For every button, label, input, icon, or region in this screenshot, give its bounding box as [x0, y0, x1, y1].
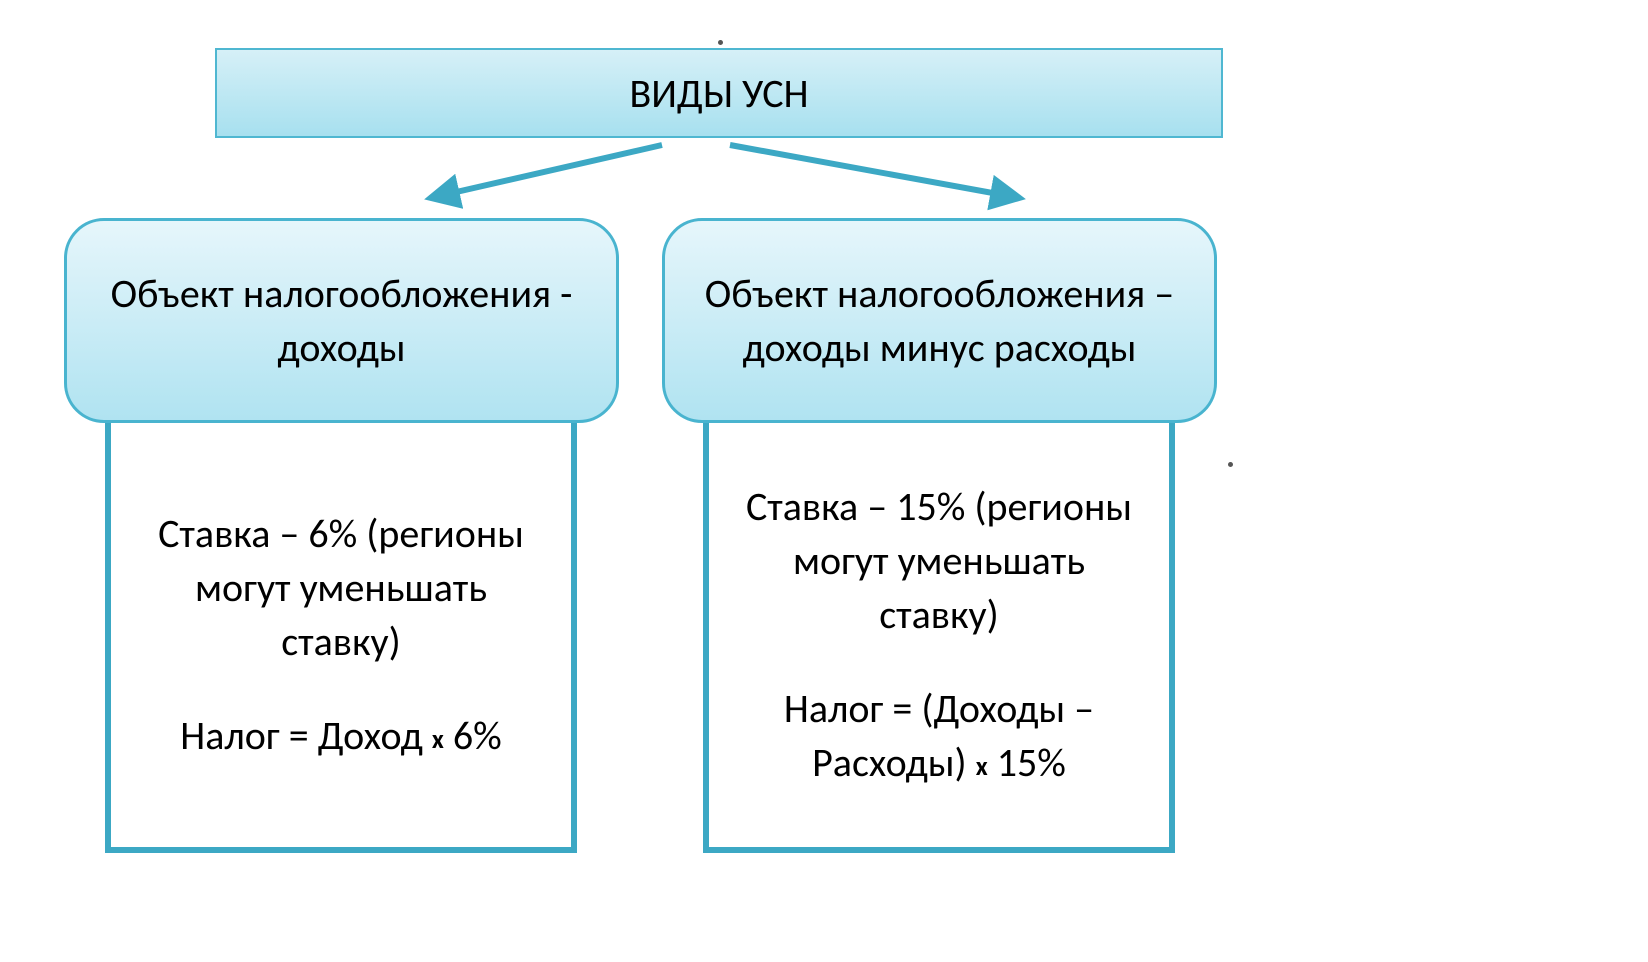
title-box: ВИДЫ УСН — [215, 48, 1223, 138]
right-rate: Ставка – 15% (регионы могут уменьшать ст… — [746, 480, 1132, 642]
arrow-right — [730, 145, 1020, 198]
left-formula: Налог = Доход х 6% — [180, 709, 501, 763]
left-rate-line1: Ставка – 6% (регионы — [158, 509, 524, 558]
artifact-dot-top — [718, 40, 723, 45]
right-formula: Налог = (Доходы – Расходы) х 15% — [784, 682, 1094, 790]
left-header-box: Объект налогообложения - доходы — [64, 218, 619, 423]
left-header-line1: Объект налогообложения - — [111, 269, 573, 318]
right-body-box: Ставка – 15% (регионы могут уменьшать ст… — [703, 423, 1175, 853]
right-header-line1: Объект налогообложения – — [705, 269, 1174, 318]
artifact-dot-side — [1228, 462, 1233, 467]
diagram-canvas: ВИДЫ УСН Объект налогообложения - доходы… — [0, 0, 1648, 962]
title-text: ВИДЫ УСН — [629, 69, 808, 118]
right-rate-line1: Ставка – 15% (регионы — [746, 482, 1132, 531]
right-header-line2: доходы минус расходы — [743, 323, 1137, 372]
right-formula-line2-pre: Расходы) — [812, 738, 976, 787]
left-rate-line3: ставку) — [281, 617, 401, 666]
right-rate-line3: ставку) — [879, 590, 999, 639]
left-formula-post: 6% — [444, 711, 502, 760]
left-header-text: Объект налогообложения - доходы — [111, 267, 573, 375]
left-header-line2: доходы — [277, 323, 405, 372]
left-rate: Ставка – 6% (регионы могут уменьшать ста… — [158, 507, 524, 669]
right-formula-line2-mult: х — [976, 750, 988, 782]
left-formula-mult: х — [432, 723, 444, 755]
right-formula-line2-post: 15% — [988, 738, 1066, 787]
left-formula-pre: Налог = Доход — [180, 711, 432, 760]
left-body-box: Ставка – 6% (регионы могут уменьшать ста… — [105, 423, 577, 853]
left-rate-line2: могут уменьшать — [195, 563, 487, 612]
right-header-text: Объект налогообложения – доходы минус ра… — [705, 267, 1174, 375]
arrow-left — [430, 145, 662, 198]
right-header-box: Объект налогообложения – доходы минус ра… — [662, 218, 1217, 423]
right-formula-line1: Налог = (Доходы – — [784, 684, 1094, 733]
right-rate-line2: могут уменьшать — [793, 536, 1085, 585]
